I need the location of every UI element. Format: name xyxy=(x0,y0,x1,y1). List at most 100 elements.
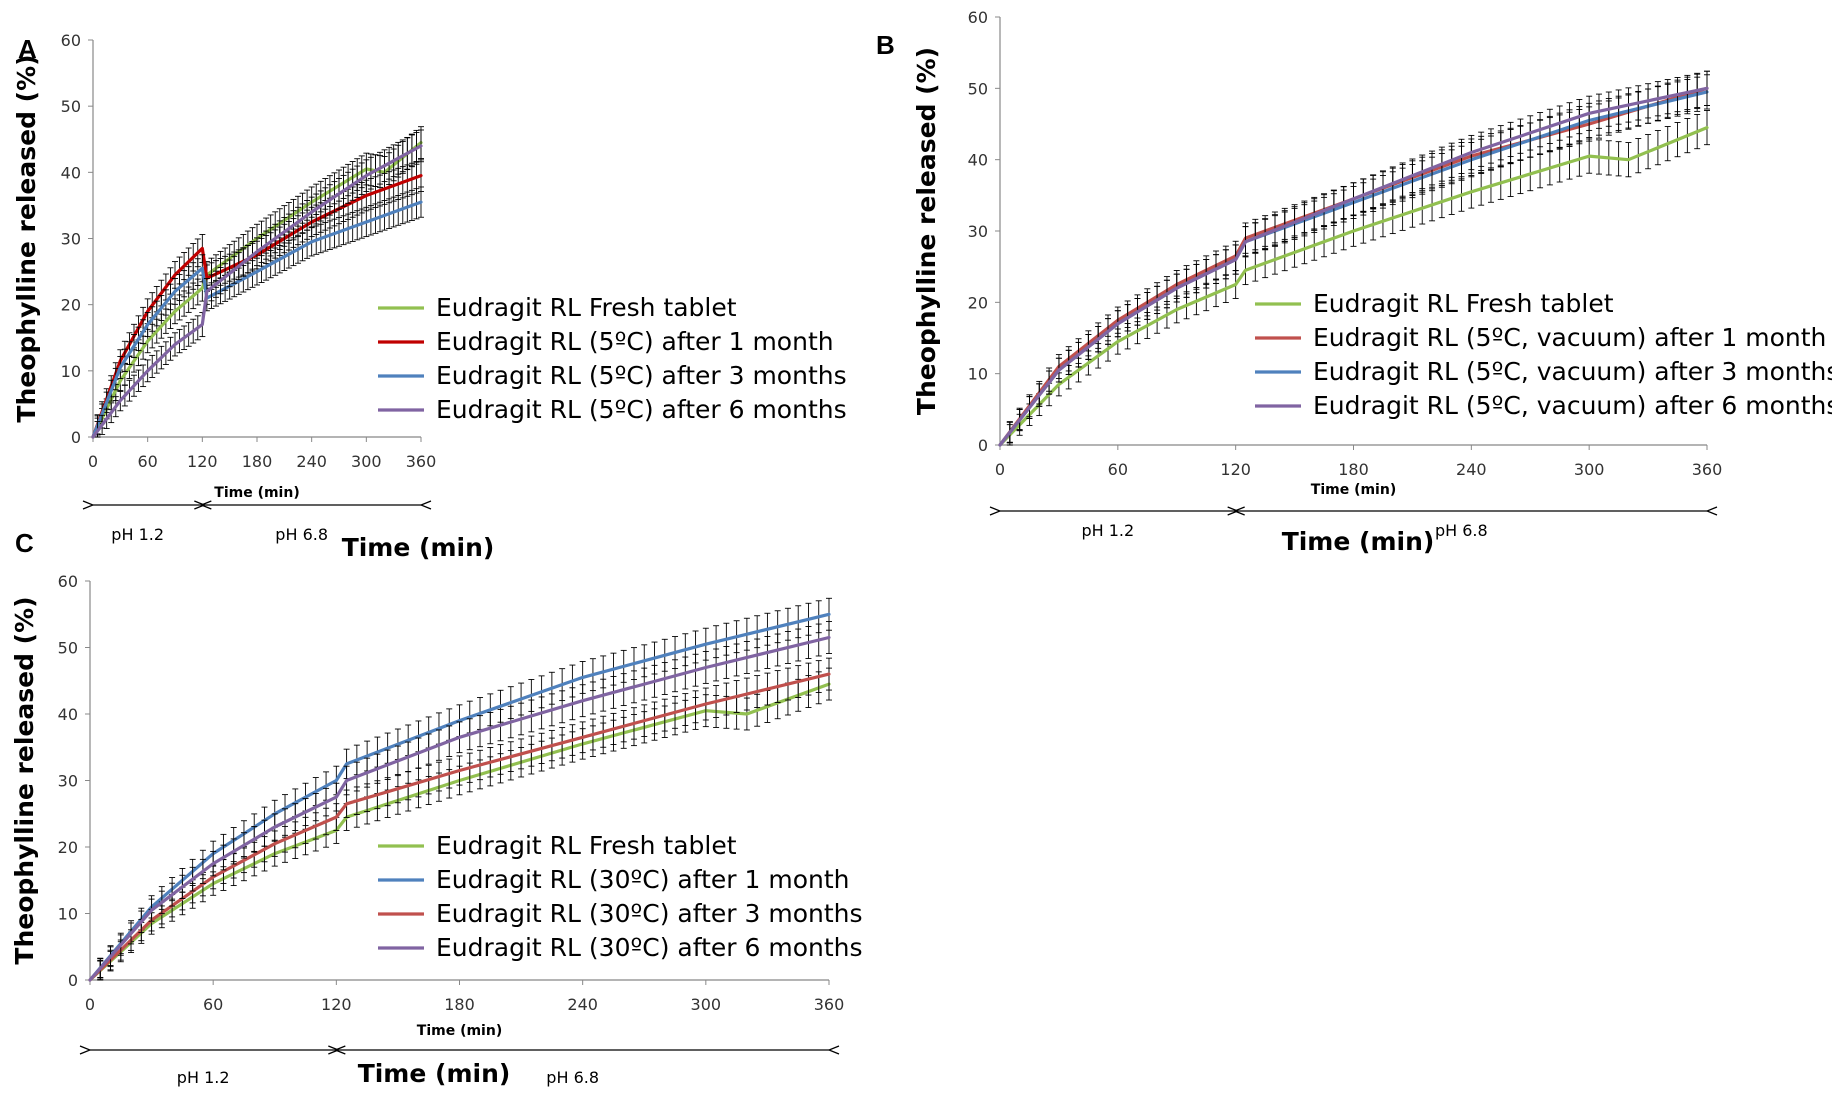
x-axis-label-large: Time (min) xyxy=(358,1059,511,1088)
y-tick-label: 60 xyxy=(61,31,81,50)
series-line xyxy=(88,635,831,982)
ph-range-label: pH 6.8 xyxy=(1435,521,1488,540)
y-tick-label: 30 xyxy=(61,230,81,249)
legend-label: Eudragit RL (5ºC) after 6 months xyxy=(436,395,847,424)
x-axis-label-small: Time (min) xyxy=(417,1023,502,1039)
x-tick-label: 240 xyxy=(1456,460,1487,479)
series-line xyxy=(91,174,423,439)
x-tick-label: 120 xyxy=(187,452,218,471)
legend: Eudragit RL Fresh tablet Eudragit RL (5ºC… xyxy=(1255,289,1832,420)
y-tick-label: 40 xyxy=(58,705,78,724)
x-tick-label: 0 xyxy=(85,995,95,1014)
y-tick-label: 10 xyxy=(61,362,81,381)
y-tick-label: 10 xyxy=(968,365,988,384)
y-axis-label: Theophylline released (%) xyxy=(12,54,41,422)
y-tick-label: 0 xyxy=(978,436,988,455)
legend-label: Eudragit RL (30ºC) after 3 months xyxy=(436,899,863,928)
x-tick-label: 240 xyxy=(567,995,598,1014)
x-tick-label: 360 xyxy=(1692,460,1723,479)
legend-item: Eudragit RL (5ºC, vacuum) after 3 months xyxy=(1255,357,1832,386)
error-bars xyxy=(94,129,424,438)
x-tick-label: 0 xyxy=(88,452,98,471)
y-tick-label: 50 xyxy=(968,79,988,98)
ph-range-label: pH 6.8 xyxy=(546,1068,599,1087)
x-tick-label: 120 xyxy=(1220,460,1251,479)
y-tick-label: 60 xyxy=(968,8,988,27)
error-bars xyxy=(94,126,424,438)
y-tick-label: 0 xyxy=(68,971,78,990)
legend-label: Eudragit RL (5ºC) after 3 months xyxy=(436,361,847,390)
x-tick-label: 300 xyxy=(351,452,382,471)
legend-label: Eudragit RL (5ºC, vacuum) after 1 month xyxy=(1313,323,1826,352)
series-4 xyxy=(88,621,832,982)
panel-label: B xyxy=(876,30,895,60)
legend-label: Eudragit RL (5ºC) after 1 month xyxy=(436,327,834,356)
legend-item: Eudragit RL (5ºC, vacuum) after 1 month xyxy=(1255,323,1826,352)
error-bars xyxy=(97,657,832,981)
x-axis-label-small: Time (min) xyxy=(1311,482,1396,498)
y-tick-label: 20 xyxy=(58,838,78,857)
ph-range-label: pH 1.2 xyxy=(177,1068,230,1087)
x-tick-label: 360 xyxy=(406,452,437,471)
series-2 xyxy=(91,159,424,439)
series-3 xyxy=(998,74,1710,447)
legend-label: Eudragit RL (30ºC) after 6 months xyxy=(436,933,863,962)
y-tick-label: 40 xyxy=(968,151,988,170)
series-2 xyxy=(998,70,1710,447)
x-tick-label: 180 xyxy=(1338,460,1369,479)
x-tick-label: 180 xyxy=(242,452,273,471)
x-tick-label: 360 xyxy=(814,995,845,1014)
x-tick-label: 0 xyxy=(995,460,1005,479)
error-bars xyxy=(1006,74,1710,444)
x-axis-label-large: Time (min) xyxy=(342,533,495,562)
legend-item: Eudragit RL (30ºC) after 6 months xyxy=(378,933,863,962)
y-tick-label: 50 xyxy=(61,97,81,116)
series-line xyxy=(998,86,1709,447)
legend-item: Eudragit RL (5ºC) after 6 months xyxy=(378,395,847,424)
x-tick-label: 240 xyxy=(296,452,327,471)
legend-item: Eudragit RL Fresh tablet xyxy=(1255,289,1614,318)
x-tick-label: 300 xyxy=(1574,460,1605,479)
x-axis-label-large: Time (min) xyxy=(1282,527,1435,556)
error-bars xyxy=(1006,70,1710,443)
legend-item: Eudragit RL (5ºC, vacuum) after 6 months xyxy=(1255,391,1832,420)
ph-range-label: pH 1.2 xyxy=(1081,521,1134,540)
legend-label: Eudragit RL Fresh tablet xyxy=(1313,289,1614,318)
series-line xyxy=(998,125,1709,447)
series-3 xyxy=(88,657,832,982)
y-tick-label: 0 xyxy=(71,428,81,447)
legend-item: Eudragit RL (5ºC) after 3 months xyxy=(378,361,847,390)
legend-label: Eudragit RL Fresh tablet xyxy=(436,293,737,322)
panel-label: A xyxy=(18,34,37,64)
y-tick-label: 10 xyxy=(58,905,78,924)
y-tick-label: 50 xyxy=(58,639,78,658)
legend-item: Eudragit RL Fresh tablet xyxy=(378,831,737,860)
panel-b: B 0 10 20 30 40 50 60 0 60 120 180 240 300 360 Theophyl… xyxy=(876,8,1832,556)
legend-label: Eudragit RL (30ºC) after 1 month xyxy=(436,865,850,894)
y-tick-label: 20 xyxy=(968,293,988,312)
panel-a: A 0 10 20 30 40 50 60 0 60 120 180 240 300 360 Theophyl… xyxy=(12,31,847,562)
y-axis-label: Theophylline released (%) xyxy=(912,47,941,415)
error-bars xyxy=(1006,70,1710,444)
x-tick-label: 120 xyxy=(321,995,352,1014)
series-1 xyxy=(91,126,424,439)
x-tick-label: 300 xyxy=(691,995,722,1014)
ph-range-label: pH 6.8 xyxy=(275,525,328,544)
series-line xyxy=(91,144,423,439)
series-4 xyxy=(91,129,424,439)
y-axis-label: Theophylline released (%) xyxy=(10,596,39,964)
x-tick-label: 60 xyxy=(137,452,157,471)
panel-label: C xyxy=(15,528,34,558)
y-tick-label: 30 xyxy=(968,222,988,241)
y-tick-label: 30 xyxy=(58,772,78,791)
panel-c: C 0 10 20 30 40 50 60 0 60 120 180 240 300 360 Theophyl… xyxy=(10,528,863,1088)
legend-label: Eudragit RL (5ºC, vacuum) after 3 months xyxy=(1313,357,1832,386)
legend-label: Eudragit RL (5ºC, vacuum) after 6 months xyxy=(1313,391,1832,420)
ph-range-label: pH 1.2 xyxy=(111,525,164,544)
x-tick-label: 180 xyxy=(444,995,475,1014)
series-line xyxy=(91,141,423,439)
legend-label: Eudragit RL Fresh tablet xyxy=(436,831,737,860)
legend-item: Eudragit RL (30ºC) after 3 months xyxy=(378,899,863,928)
series-line xyxy=(91,200,423,439)
